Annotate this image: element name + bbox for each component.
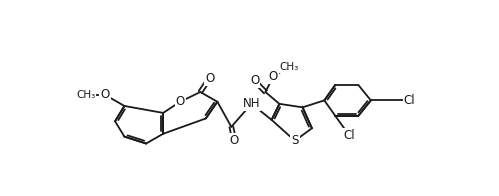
- Text: O: O: [205, 72, 214, 85]
- Text: O: O: [268, 70, 278, 83]
- Text: NH: NH: [243, 97, 260, 110]
- Text: Cl: Cl: [404, 94, 415, 107]
- Text: S: S: [291, 134, 298, 147]
- Text: O: O: [230, 134, 239, 147]
- Text: CH₃: CH₃: [279, 62, 298, 72]
- Text: O: O: [250, 74, 259, 87]
- Text: O: O: [176, 95, 185, 108]
- Text: O: O: [100, 88, 110, 101]
- Text: CH₃: CH₃: [76, 90, 95, 100]
- Text: Cl: Cl: [343, 129, 355, 142]
